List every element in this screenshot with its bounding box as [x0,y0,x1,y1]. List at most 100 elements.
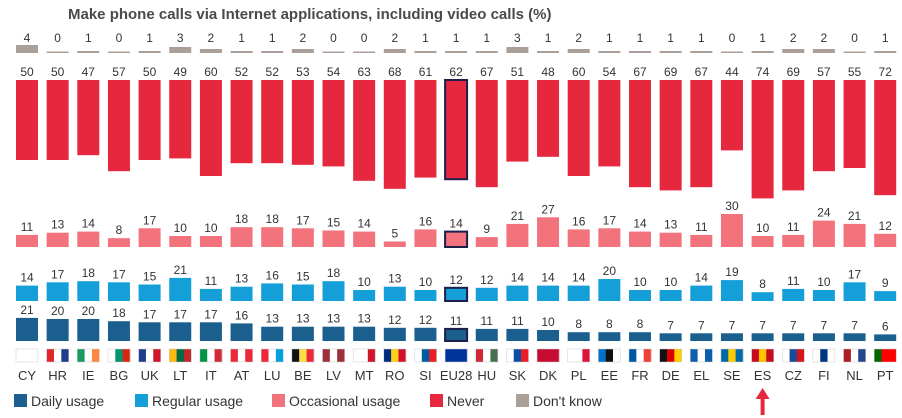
value-label-never-mt: 63 [357,65,371,79]
value-label-never-cz: 69 [787,65,801,79]
bar-never-hr [46,80,69,160]
flag-icon-cz [782,348,805,363]
value-label-don-t-know-lt: 3 [177,31,184,45]
flag-icon-cy [15,348,39,363]
value-label-occasional-usage-hr: 13 [51,218,65,232]
value-label-never-sk: 51 [511,65,525,79]
bar-daily-usage-ie [77,319,100,341]
value-label-occasional-usage-sk: 21 [511,209,525,223]
bar-occasional-usage-ie [77,231,100,247]
bar-don-t-know-pt [874,51,897,53]
value-label-occasional-usage-lt: 10 [174,221,188,235]
bar-occasional-usage-si [414,229,437,247]
bar-regular-usage-de [659,290,682,301]
value-label-occasional-usage-cz: 11 [787,220,800,234]
arrow-icon [755,388,770,415]
legend-swatch-never [430,394,443,407]
flag-icon-sk [506,348,529,363]
bar-never-ro [383,80,406,189]
value-label-regular-usage-it: 11 [205,274,218,288]
bar-regular-usage-at [230,286,253,301]
bar-don-t-know-mt [353,51,376,53]
value-label-regular-usage-bg: 17 [112,267,126,281]
value-label-regular-usage-de: 10 [664,275,678,289]
bar-daily-usage-cy [16,317,38,341]
value-label-regular-usage-hu: 12 [480,273,494,287]
value-label-occasional-usage-be: 17 [296,213,310,227]
bar-regular-usage-lu [261,283,284,301]
flag-icon-it [199,348,223,363]
value-label-don-t-know-es: 1 [759,31,766,45]
bar-occasional-usage-lt [169,236,192,247]
bar-daily-usage-fi [812,333,835,341]
value-label-occasional-usage-fi: 24 [817,206,831,220]
value-label-occasional-usage-se: 30 [725,199,739,213]
bar-regular-usage-nl [843,282,866,301]
bar-daily-usage-lv [322,326,345,341]
country-label-si: SI [419,368,431,383]
value-label-regular-usage-es: 8 [759,277,766,291]
bar-daily-usage-es [751,333,774,341]
bar-don-t-know-bg [107,51,130,53]
value-label-don-t-know-dk: 1 [545,31,552,45]
bar-don-t-know-nl [843,51,866,53]
bar-regular-usage-pt [874,291,897,301]
country-label-fi: FI [818,368,830,383]
value-label-don-t-know-pt: 1 [882,31,889,45]
bar-never-bg [107,80,130,172]
value-label-don-t-know-it: 2 [208,31,215,45]
value-label-occasional-usage-ro: 5 [391,227,398,241]
value-label-don-t-know-de: 1 [667,31,674,45]
value-label-daily-usage-lv: 13 [327,312,341,326]
value-label-never-el: 67 [695,65,709,79]
bar-occasional-usage-be [291,228,314,247]
bar-don-t-know-pl [567,49,590,53]
value-label-occasional-usage-el: 11 [695,220,708,234]
value-label-regular-usage-fi: 10 [817,275,831,289]
bar-daily-usage-si [414,327,437,341]
value-label-daily-usage-cz: 7 [790,318,797,332]
legend-swatch-daily-usage [14,394,27,407]
value-label-never-be: 53 [296,65,310,79]
value-label-never-at: 52 [235,65,249,79]
country-label-cy: CY [18,368,36,383]
value-label-regular-usage-lv: 18 [327,266,341,280]
country-label-at: AT [234,368,250,383]
bar-regular-usage-fr [629,290,651,301]
bar-don-t-know-eu28 [445,51,468,53]
value-label-daily-usage-at: 16 [235,308,249,322]
bar-don-t-know-dk [537,51,560,53]
value-label-daily-usage-fr: 8 [637,317,644,331]
value-label-don-t-know-hu: 1 [483,31,490,45]
value-label-regular-usage-nl: 17 [848,267,862,281]
value-label-daily-usage-fi: 7 [821,318,828,332]
country-label-pt: PT [877,368,894,383]
value-label-never-ro: 68 [388,65,402,79]
value-label-don-t-know-el: 1 [698,31,705,45]
value-label-daily-usage-mt: 13 [357,312,371,326]
bar-don-t-know-cy [16,45,38,53]
chart-title: Make phone calls via Internet applicatio… [68,6,551,23]
value-label-occasional-usage-ie: 14 [82,217,96,231]
bar-never-eu28 [444,79,469,181]
bars-group: 211411504CY201713500HR201814471IE1817857… [15,31,897,415]
bar-regular-usage-lt [169,277,192,301]
country-label-lt: LT [173,368,187,383]
value-label-daily-usage-cy: 21 [20,303,34,317]
country-label-ie: IE [82,368,95,383]
value-label-regular-usage-hr: 17 [51,267,65,281]
value-label-occasional-usage-dk: 27 [541,202,555,216]
value-label-occasional-usage-pt: 12 [879,219,893,233]
bar-daily-usage-sk [506,328,529,341]
country-label-it: IT [205,368,217,383]
bar-daily-usage-el [690,333,713,341]
value-label-don-t-know-lu: 1 [269,31,276,45]
bar-occasional-usage-lu [261,227,284,247]
value-label-daily-usage-pl: 8 [575,317,582,331]
bar-regular-usage-ro [383,286,406,301]
bar-occasional-usage-hu [475,237,498,247]
value-label-never-pl: 60 [572,65,586,79]
bar-occasional-usage-hr [46,232,69,247]
bar-occasional-usage-de [659,232,682,247]
flag-icon-fi [812,348,836,363]
